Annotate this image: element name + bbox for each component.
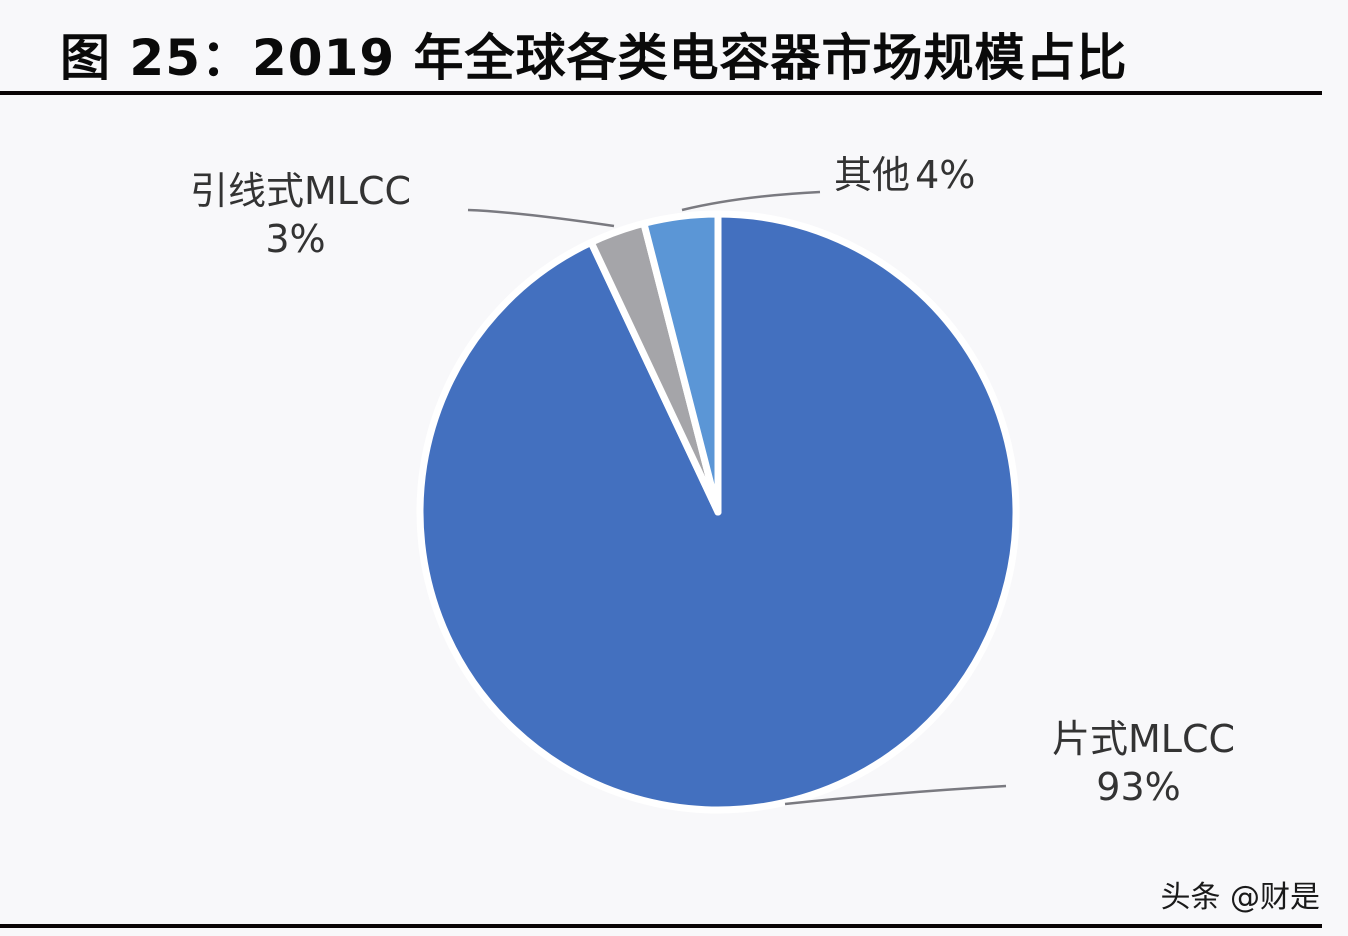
label-chip-mlcc: 片式MLCC 93% <box>1052 716 1235 811</box>
leader-line-leaded <box>467 208 615 228</box>
label-other-pct: 4% <box>915 153 976 197</box>
label-chip-mlcc-pct: 93% <box>1096 764 1181 809</box>
slice-other <box>640 210 722 516</box>
watermark: 头条 @财是 <box>1160 880 1320 915</box>
leader-line-other <box>681 190 821 212</box>
chart-title: 图 25：2019 年全球各类电容器市场规模占比 <box>60 29 1128 87</box>
label-other-name: 其他 <box>834 153 911 197</box>
label-leaded-mlcc: 引线式MLCC 3% <box>190 168 411 263</box>
pie-slices <box>416 210 1020 814</box>
bottom-divider <box>0 924 1322 928</box>
label-leaded-mlcc-pct: 3% <box>265 216 326 261</box>
title-divider <box>0 91 1322 95</box>
label-chip-mlcc-name: 片式MLCC <box>1052 717 1236 761</box>
label-other: 其他 4% <box>834 152 975 200</box>
leader-line-chip <box>784 784 1007 806</box>
leader-lines <box>467 190 1007 806</box>
label-leaded-mlcc-name: 引线式MLCC <box>190 169 412 213</box>
